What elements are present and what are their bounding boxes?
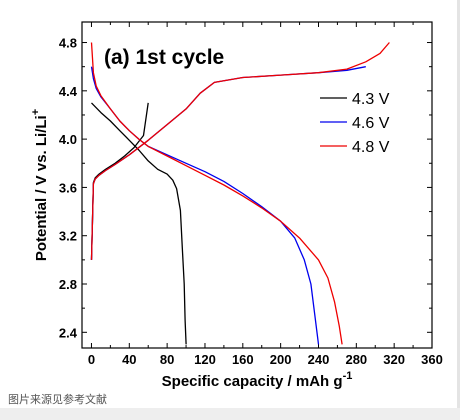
legend-label: 4.8 V — [352, 139, 390, 156]
x-tick-label: 40 — [122, 352, 136, 367]
bottom-edge-shade — [0, 408, 460, 420]
plot-title: (a) 1st cycle — [104, 46, 224, 69]
legend-label: 4.3 V — [352, 91, 390, 108]
y-tick-label: 4.0 — [59, 132, 77, 147]
x-tick-label: 120 — [194, 352, 216, 367]
y-tick-label: 3.6 — [59, 180, 77, 195]
y-tick-label: 4.8 — [59, 36, 77, 51]
legend: 4.3 V 4.6 V 4.8 V — [320, 91, 390, 156]
series-line-discharge — [91, 102, 187, 345]
x-axis-label: Specific capacity / mAh g-1 — [162, 370, 353, 390]
source-caption: 图片来源见参考文献 — [8, 393, 107, 406]
x-axis-label-text: Specific capacity / mAh g — [162, 373, 343, 390]
chart: 0 40 80 120 160 200 240 280 320 360 2.4 2.8 3.2 3.6 4… — [30, 21, 443, 390]
series-line-discharge — [90, 42, 343, 345]
y-tick-label: 2.8 — [59, 277, 77, 292]
y-tick-label: 2.4 — [59, 325, 78, 340]
x-tick-label: 360 — [421, 352, 443, 367]
y-tick-label: 3.2 — [59, 229, 77, 244]
x-tick-label: 80 — [160, 352, 174, 367]
y-axis-label: Potential / V vs. Li/Li+ — [30, 109, 50, 261]
y-tick-label: 4.4 — [59, 84, 78, 99]
legend-label: 4.6 V — [352, 115, 390, 132]
series-line-discharge — [90, 66, 320, 345]
y-axis-label-superscript: + — [30, 109, 42, 115]
x-axis-label-superscript: -1 — [343, 370, 353, 382]
y-axis-label-text: Potential / V vs. Li/Li — [33, 115, 50, 261]
series-line-charge — [90, 66, 366, 260]
x-tick-label: 320 — [383, 352, 405, 367]
x-tick-label: 0 — [88, 352, 95, 367]
axis-ticks — [82, 22, 433, 348]
right-edge-shade — [457, 0, 460, 420]
x-tick-label: 240 — [308, 352, 330, 367]
y-tick-labels: 2.4 2.8 3.2 3.6 4.0 4.4 4.8 — [59, 36, 78, 341]
x-tick-labels: 0 40 80 120 160 200 240 280 320 360 — [88, 352, 443, 367]
x-tick-label: 200 — [270, 352, 292, 367]
x-tick-label: 160 — [232, 352, 254, 367]
series-line-charge — [90, 102, 149, 260]
series-line-charge — [90, 42, 390, 260]
series-lines — [90, 42, 390, 345]
x-tick-label: 280 — [345, 352, 367, 367]
plot-frame — [81, 21, 433, 349]
